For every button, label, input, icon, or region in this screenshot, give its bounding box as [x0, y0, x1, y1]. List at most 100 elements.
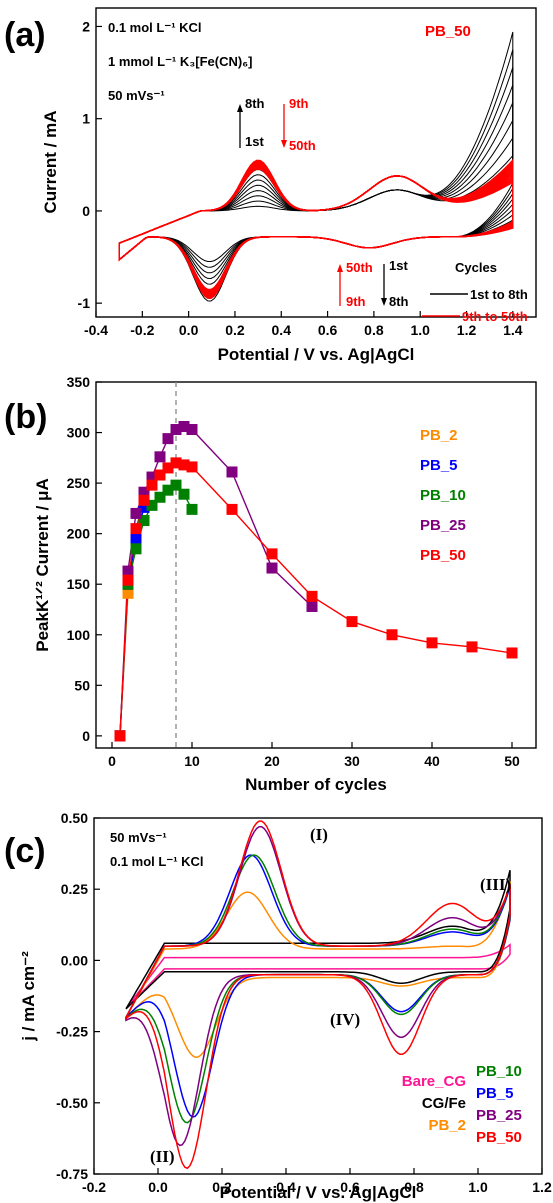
panel-a-frame: [95, 7, 537, 318]
a-ann-1st: 1st: [245, 134, 264, 149]
panel-c-ytick-label: 0.00: [61, 952, 88, 968]
panel-b-point-PB_10: [178, 488, 190, 500]
a-arrow-down-head: [381, 298, 387, 306]
a-ann-50th: 50th: [289, 138, 316, 153]
panel-c-curves: [125, 820, 511, 1170]
panel-c-ytick-label: 0.25: [61, 881, 88, 897]
a-ann-50th-lower: 50th: [346, 260, 373, 275]
panel-a-xtick-label: 1.2: [457, 322, 477, 338]
panel-b-xtick-label: 30: [344, 753, 360, 769]
panel-b-frame: [95, 381, 537, 749]
panel-b-point-PB_50: [346, 616, 358, 628]
panel-b-legend-PB_10: PB_10: [420, 487, 466, 504]
panel-b-point-PB_50: [386, 629, 398, 641]
panel-b-ytick-label: 0: [82, 728, 90, 744]
panel-a-black-cycle: [118, 49, 514, 268]
panel-b-point-PB_50: [162, 462, 174, 474]
panel-b-point-PB_50: [226, 503, 238, 515]
panel-c-xtick-label: 1.2: [532, 1179, 552, 1195]
panel-a-black-cycle: [118, 67, 514, 274]
panel-b-line-PB_10: [119, 484, 193, 736]
panel-a-black-cycle: [118, 154, 514, 302]
panel-a-title: PB_50: [425, 23, 471, 40]
panel-a-red-cycle: [118, 163, 514, 295]
panel-b-point-PB_25: [146, 471, 158, 483]
panel-b-point-PB_5: [138, 501, 150, 513]
panel-a-red-cycle: [118, 160, 514, 299]
peak-label-IV: (IV): [330, 1010, 360, 1029]
panel-a-black-cycle: [118, 136, 514, 296]
panel-a-xtick-label: -0.4: [84, 322, 108, 338]
panel-c-frame: [93, 817, 543, 1175]
a-arrow-up-head: [237, 104, 243, 112]
panel-b-point-PB_50: [186, 461, 198, 473]
panel-b-ytick-label: 250: [67, 475, 91, 491]
a-legend-black: 1st to 8th: [470, 287, 528, 302]
a-ann-9th: 9th: [289, 96, 309, 111]
panel-c-xtick-label: 0.4: [276, 1179, 296, 1195]
panel-c-tag: (c): [4, 832, 46, 870]
panel-a-xtick-label: 1.4: [503, 322, 523, 338]
panel-b-point-PB_50: [506, 647, 518, 659]
panel-b-ytick-label: 200: [67, 526, 91, 542]
panel-b-tag: (b): [4, 398, 47, 436]
panel-a-ytick-label: -1: [78, 295, 91, 311]
panel-a-black-cycle: [118, 102, 514, 285]
panel-b-ytick-label: 150: [67, 576, 91, 592]
panel-a-condition-3: 50 mVs⁻¹: [108, 88, 165, 103]
panel-c-legend-Bare_CG: Bare_CG: [402, 1073, 466, 1090]
panel-c-curve-PB_50: [125, 820, 511, 1170]
panel-c-condition-1: 50 mVs⁻¹: [110, 830, 167, 845]
panel-b-point-PB_25: [306, 600, 318, 612]
panel-c-curve-Bare_CG: [125, 943, 511, 1010]
panel-a-curves: [118, 31, 514, 302]
panel-c-legend-PB_5: PB_5: [476, 1085, 514, 1102]
panel-b-point-PB_50: [122, 574, 134, 586]
panel-b-ytick-label: 300: [67, 425, 91, 441]
a-legend-title: Cycles: [455, 260, 497, 275]
panel-c-legend-PB_50: PB_50: [476, 1129, 522, 1146]
panel-c-legend-PB_10: PB_10: [476, 1063, 522, 1080]
panel-b-point-PB_50: [154, 469, 166, 481]
panel-b-point-PB_25: [130, 507, 142, 519]
panel-a: (a) -0.4 -0.2 0.0 0.2 0.4 0.6 0.8 1.0 1.2 1.4 -1 0 1…: [4, 7, 537, 364]
panel-a-condition-2: 1 mmol L⁻¹ K₃[Fe(CN)₆]: [108, 54, 252, 69]
panel-a-xtick-label: 0.2: [225, 322, 245, 338]
panel-a-xlabel: Potential / V vs. Ag|AgCl: [218, 345, 415, 364]
panel-b-legend-PB_50: PB_50: [420, 547, 466, 564]
panel-b-point-PB_5: [130, 533, 142, 545]
a-ann-1st-lower: 1st: [389, 258, 408, 273]
panel-b-legend-PB_5: PB_5: [420, 457, 458, 474]
panel-b-point-PB_25: [266, 562, 278, 574]
panel-b-point-PB_10: [170, 479, 182, 491]
panel-b-legend-PB_25: PB_25: [420, 517, 466, 534]
panel-b-point-PB_50: [138, 494, 150, 506]
panel-c-xlabel: Potential / V vs. Ag|AgCl: [220, 1183, 417, 1202]
panel-b: (b) 0 10 20 30 40 50 0 50 100 150 200 250 300 350 Num…: [4, 374, 537, 794]
panel-b-point-PB_25: [138, 486, 150, 498]
panel-b-point-PB_25: [226, 466, 238, 478]
panel-b-xtick-label: 10: [184, 753, 200, 769]
panel-b-point-PB_50: [170, 457, 182, 469]
panel-b-xtick-label: 20: [264, 753, 280, 769]
panel-b-point-PB_25: [186, 424, 198, 436]
panel-c-ticks: -0.2 0.0 0.2 0.4 0.6 0.8 1.0 1.2 -0.75 -0.50 -0.25…: [56, 810, 552, 1195]
panel-c-xtick-label: 0.8: [404, 1179, 424, 1195]
panel-b-point-PB_50: [426, 637, 438, 649]
panel-a-xtick-label: 0.0: [179, 322, 199, 338]
panel-c-ylabel: j / mA cm⁻²: [19, 951, 38, 1042]
panel-a-ylabel: Current / mA: [41, 111, 60, 214]
panel-a-red-cycle: [118, 164, 514, 294]
panel-b-point-PB_25: [154, 451, 166, 463]
panel-b-point-PB_50: [266, 548, 278, 560]
panel-c-ytick-label: -0.50: [56, 1095, 88, 1111]
panel-c-xtick-label: -0.2: [82, 1179, 106, 1195]
panel-b-point-PB_10: [162, 484, 174, 496]
panel-b-point-PB_10: [138, 515, 150, 527]
panel-a-tag: (a): [4, 16, 46, 54]
panel-b-point-PB_10: [154, 491, 166, 503]
panel-b-ylabel: PeakK¹ᐟ² Current / μA: [33, 478, 52, 651]
panel-b-point-PB_25: [170, 424, 182, 436]
panel-c-legend: Bare_CG CG/Fe PB_2 PB_5 PB_10 PB_25 PB_50: [402, 1063, 522, 1146]
peak-label-II: (II): [150, 1147, 175, 1166]
